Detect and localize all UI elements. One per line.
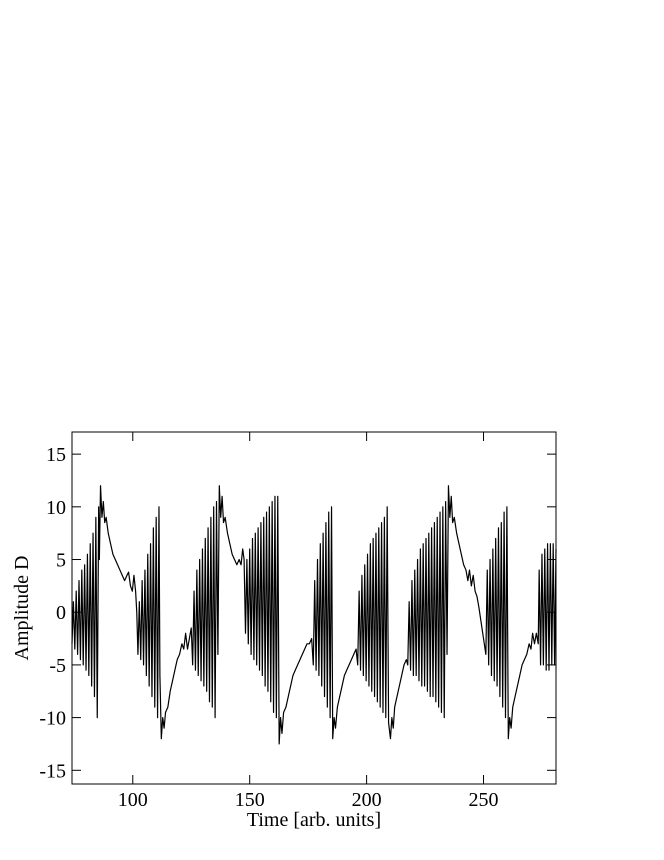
y-tick-label: 15 [46,444,66,466]
y-tick-label: -5 [49,655,66,677]
x-tick-label: 100 [118,789,148,811]
x-tick-label: 250 [469,789,499,811]
x-tick-label: 200 [352,789,382,811]
y-axis-label: Amplitude D [11,556,33,661]
y-tick-label: 5 [56,550,66,572]
plot-frame [71,431,557,785]
x-axis-label: Time [arb. units] [247,809,381,831]
y-tick-label: -15 [39,760,66,782]
y-tick-label: -10 [39,708,66,730]
y-tick-label: 10 [46,497,66,519]
x-tick-label: 150 [235,789,265,811]
y-tick-label: 0 [56,602,66,624]
data-line [71,485,557,745]
